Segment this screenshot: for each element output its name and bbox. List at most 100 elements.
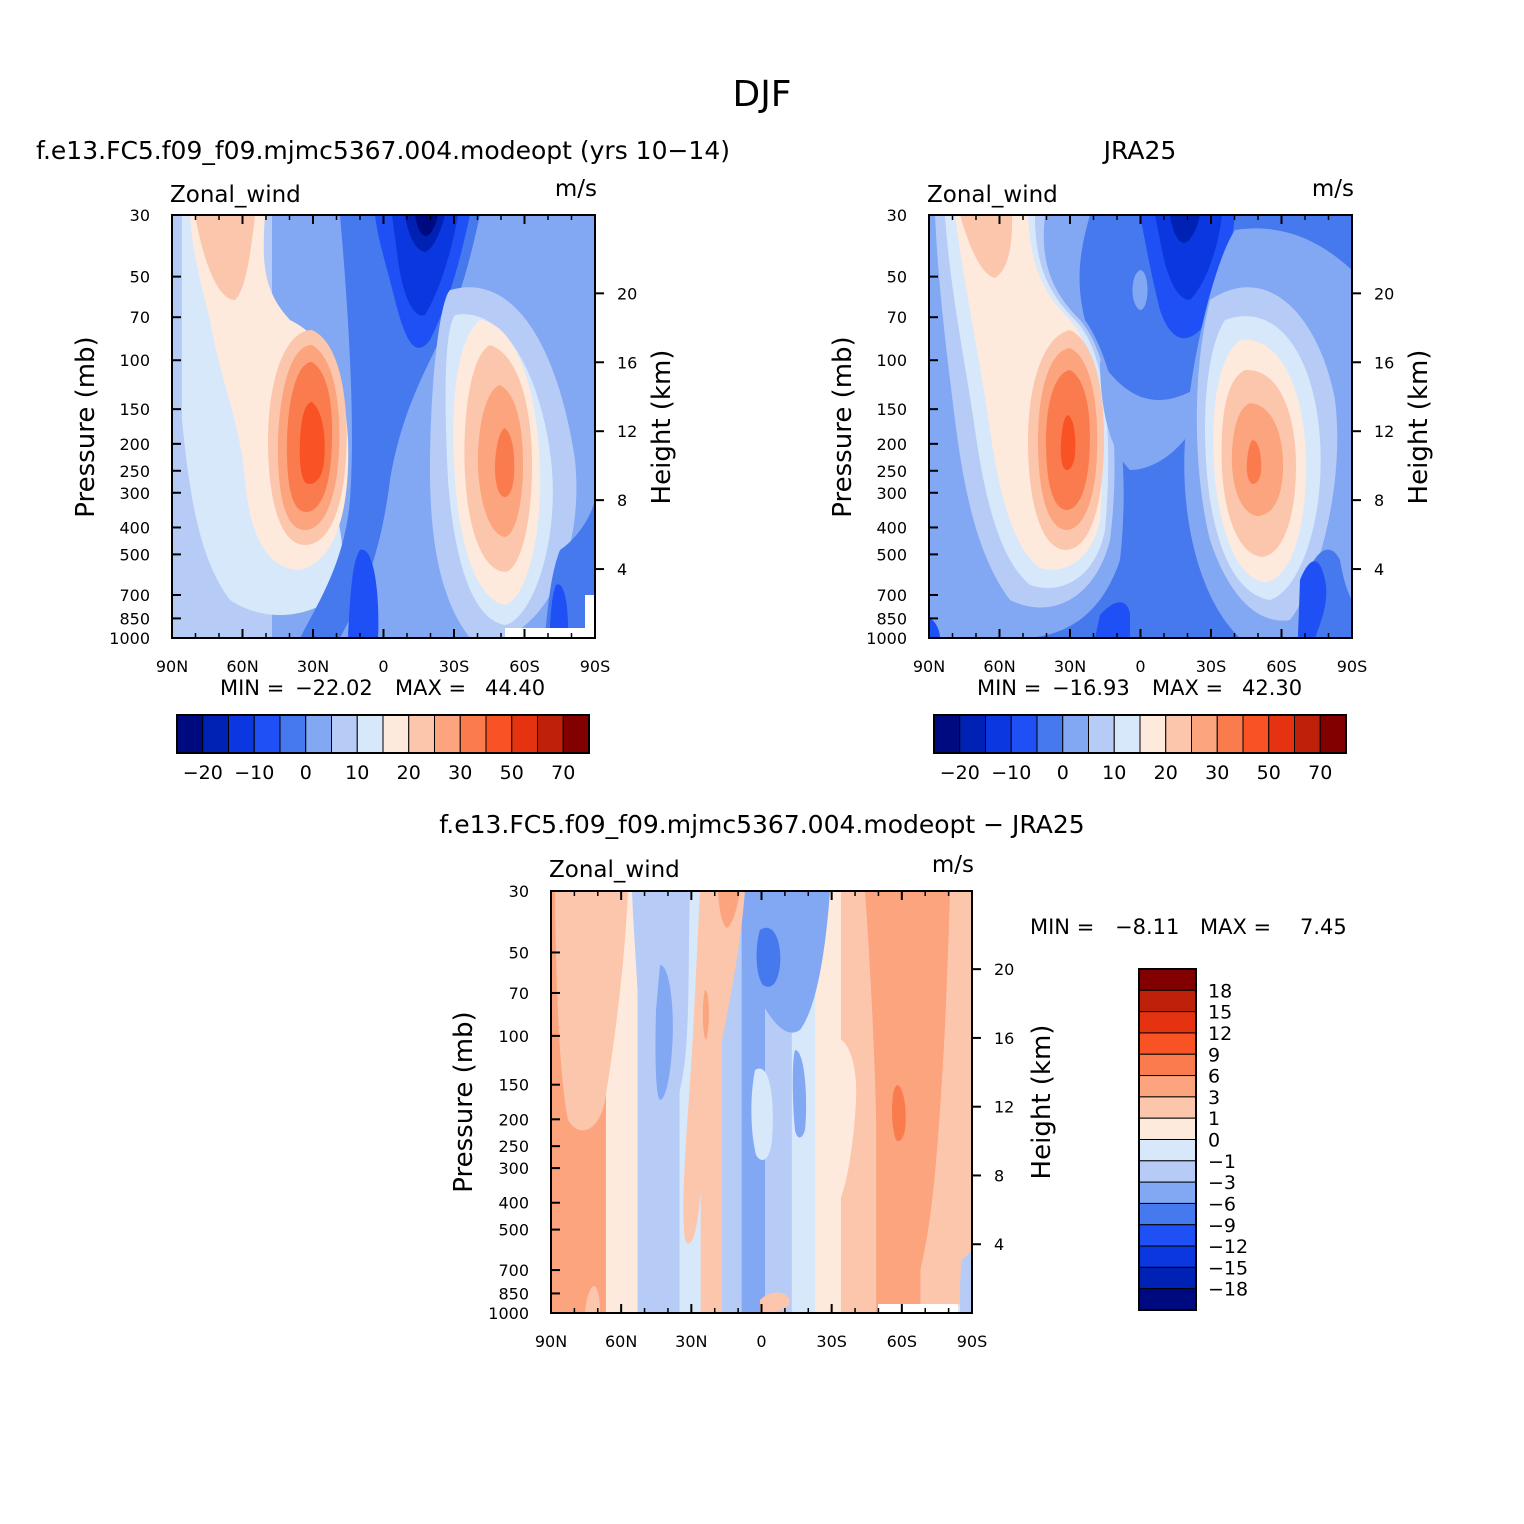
panel-model-field: [172, 215, 595, 638]
panel-diff-colorbar-label: 3: [1208, 1087, 1220, 1109]
panel-model-colorbar-label: −10: [234, 762, 274, 784]
panel-diff-xtick-label: 60N: [605, 1332, 637, 1351]
panel-model-y2tick-label: 20: [617, 284, 637, 303]
panel-diff-contour-subtrop-pos-2: [718, 891, 740, 928]
panel-model-xtick-label: 60S: [509, 657, 540, 676]
panel-obs-colorbar-box: [1010, 714, 1038, 754]
panel-diff-colorbar-label: 12: [1208, 1023, 1232, 1045]
panel-obs: JRA25 Zonal_wind m/s: [828, 136, 1434, 784]
panel-obs-colorbar-box: [1088, 714, 1115, 754]
panel-model-y2tick-label: 8: [617, 491, 627, 510]
panel-model-ytick-label: 100: [119, 351, 150, 370]
panel-diff-colorbar-label: 6: [1208, 1066, 1220, 1088]
panel-obs-contour-sh-4: [1246, 440, 1262, 484]
panel-obs-colorbar-label: 0: [1057, 762, 1069, 784]
panel-obs-ylabel: Pressure (mb): [828, 336, 858, 517]
panel-obs-colorbar-box: [1036, 714, 1064, 754]
panel-model-max-value: 44.40: [485, 676, 545, 700]
panel-obs-min-label: MIN =: [977, 676, 1041, 700]
panel-obs-xtick-label: 60N: [983, 657, 1015, 676]
panel-diff-variable: Zonal_wind: [549, 857, 680, 883]
panel-diff-xtick-label: 90N: [535, 1332, 567, 1351]
figure-title: DJF: [732, 74, 791, 115]
panel-diff-contour-polar-edge: [960, 1250, 972, 1313]
panel-model-ytick-label: 700: [119, 586, 150, 605]
panel-obs-colorbar-frame: [933, 714, 1347, 754]
panel-diff-colorbar-box: [1138, 1160, 1197, 1183]
panel-diff-colorbar-label: −6: [1208, 1193, 1236, 1215]
panel-model-xtick-label: 0: [378, 657, 388, 676]
panel-diff-field: [551, 891, 972, 1313]
panel-obs-colorbar-label: 50: [1257, 762, 1281, 784]
panel-obs-colorbar-label: −10: [991, 762, 1031, 784]
panel-model-contour-trop-5: [415, 215, 438, 236]
panel-diff-contour-eq-pos: [751, 1068, 773, 1160]
panel-diff-y2tick-label: 16: [994, 1029, 1014, 1048]
panel-model-xtick-label: 90S: [580, 657, 611, 676]
panel-obs-xtick-label: 90S: [1337, 657, 1368, 676]
panel-obs-y2label: Height (km): [1404, 350, 1434, 505]
panel-diff-colorbar-box: [1138, 1139, 1197, 1162]
panel-diff-colorbar-box: [1138, 1266, 1197, 1290]
panel-obs-ytick-label: 50: [887, 268, 907, 287]
panel-diff-xtick-label: 90S: [957, 1332, 988, 1351]
panel-diff: f.e13.FC5.f09_f09.mjmc5367.004.modeopt −…: [439, 810, 1346, 1351]
panel-diff-ytick-label: 50: [509, 943, 529, 962]
panel-diff-ytick-label: 700: [498, 1261, 529, 1280]
panel-diff-xtick-label: 60S: [887, 1332, 918, 1351]
panel-obs-contour-polar-sh-2: [1298, 561, 1327, 638]
panel-obs-contour-trop-6: [1095, 602, 1130, 638]
panel-obs-ytick-label: 100: [876, 351, 907, 370]
panel-model-ylabel: Pressure (mb): [71, 336, 101, 517]
panel-diff-title: f.e13.FC5.f09_f09.mjmc5367.004.modeopt −…: [439, 810, 1084, 839]
panel-diff-colorbar-label: 1: [1208, 1108, 1220, 1130]
panel-model-contour-trop-6: [348, 549, 379, 638]
panel-diff-colorbar-label: −12: [1208, 1236, 1248, 1258]
panel-model-y2tick-label: 16: [617, 353, 637, 372]
panel-diff-colorbar-box: [1138, 1075, 1197, 1098]
panel-model-missing-data: [505, 628, 595, 638]
panel-model-ytick-label: 850: [119, 609, 150, 628]
panel-model-title: f.e13.FC5.f09_f09.mjmc5367.004.modeopt (…: [36, 136, 730, 165]
panel-diff-colorbar-label: 9: [1208, 1044, 1220, 1066]
panel-model-xtick-label: 30N: [297, 657, 329, 676]
panel-diff-colorbar-label: −9: [1208, 1215, 1236, 1237]
panel-diff-ytick-label: 300: [498, 1159, 529, 1178]
panel-obs-ytick-label: 700: [876, 586, 907, 605]
panel-model-ytick-label: 250: [119, 462, 150, 481]
panel-diff-ytick-label: 1000: [488, 1304, 529, 1323]
panel-model-colorbar-box: [408, 714, 435, 754]
panel-model-colorbar-label: 70: [551, 762, 575, 784]
panel-diff-xtick-label: 0: [756, 1332, 766, 1351]
panel-model-colorbar-box: [459, 714, 487, 754]
panel-diff-contour-nh-weak: [555, 891, 628, 1131]
panel-model-colorbar-box: [331, 714, 358, 754]
panel-diff-units: m/s: [932, 852, 974, 878]
panel-model-units: m/s: [555, 176, 597, 202]
panel-model-ytick-label: 50: [130, 268, 150, 287]
panel-obs-max-label: MAX =: [1152, 676, 1223, 700]
panel-obs-ytick-label: 30: [887, 206, 907, 225]
panel-model-colorbar-box: [305, 714, 332, 754]
panel-diff-ytick-label: 500: [498, 1221, 529, 1240]
panel-obs-colorbar-box: [1113, 714, 1141, 754]
panel-obs-colorbar-label: 10: [1102, 762, 1126, 784]
panel-obs-contour-trop-3: [1170, 215, 1200, 243]
panel-model-y2tick-label: 4: [617, 560, 627, 579]
panel-diff-max-value: 7.45: [1300, 915, 1347, 939]
panel-diff-colorbar-box: [1138, 1032, 1197, 1055]
panel-model-xtick-label: 60N: [226, 657, 258, 676]
panel-diff-contour-midlat-neg-2: [655, 965, 673, 1100]
panel-diff-contour-trop-neg: [748, 891, 830, 1033]
panel-obs-colorbar-label: 70: [1308, 762, 1332, 784]
panel-obs-xtick-label: 30N: [1054, 657, 1086, 676]
panel-obs-ytick-label: 200: [876, 435, 907, 454]
panel-diff-ytick-label: 400: [498, 1194, 529, 1213]
panel-diff-y2label: Height (km): [1027, 1025, 1057, 1180]
panel-model-ytick-label: 70: [130, 308, 150, 327]
panel-model-colorbar-label: 50: [500, 762, 524, 784]
panel-model-min-value: −22.02: [295, 676, 373, 700]
panel-model-colorbar-box: [511, 714, 538, 754]
panel-diff-colorbar-box: [1138, 1096, 1197, 1119]
panel-obs-contour-trop-2: [1155, 215, 1222, 300]
